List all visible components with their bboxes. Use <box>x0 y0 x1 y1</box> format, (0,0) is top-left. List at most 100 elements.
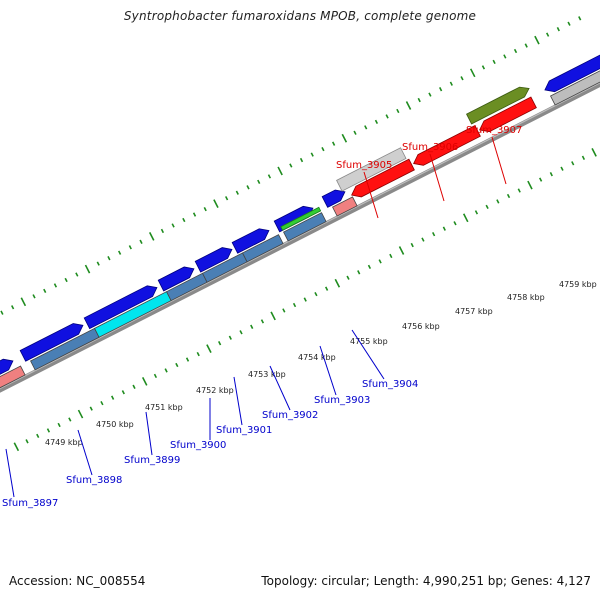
minor-tick <box>513 48 518 54</box>
minor-tick <box>353 130 357 135</box>
minor-tick <box>267 174 272 179</box>
minor-tick <box>111 395 115 400</box>
minor-tick <box>332 141 336 146</box>
label-leader-sfum_3899 <box>145 411 153 456</box>
minor-tick <box>0 310 4 315</box>
gene-label-sfum_3905: Sfum_3905 <box>336 160 392 171</box>
minor-tick <box>578 16 582 21</box>
minor-tick <box>260 319 265 324</box>
gene-label-sfum_3898: Sfum_3898 <box>66 475 122 486</box>
minor-tick <box>560 166 564 171</box>
map-title: Syntrophobacter fumaroxidans MPOB, compl… <box>123 9 477 23</box>
gene-sfum-3907-olive <box>466 86 530 125</box>
major-tick <box>213 199 219 209</box>
accession-text: Accession: NC_008554 <box>9 574 146 588</box>
minor-tick <box>196 351 200 357</box>
inner-tick-row <box>13 147 597 452</box>
major-tick <box>141 376 148 386</box>
minor-tick <box>43 288 47 294</box>
minor-tick <box>89 406 93 411</box>
minor-tick <box>485 204 489 210</box>
label-leader-sfum_3907 <box>491 136 507 185</box>
major-tick <box>527 180 533 190</box>
minor-tick <box>53 283 58 288</box>
label-leader-sfum_3905 <box>363 171 379 219</box>
minor-tick <box>153 373 158 379</box>
cog-next <box>550 70 600 106</box>
minor-tick <box>474 210 479 215</box>
gene-label-sfum_3904: Sfum_3904 <box>362 379 418 390</box>
major-tick <box>206 344 212 354</box>
minor-tick <box>282 308 286 313</box>
minor-tick <box>118 250 122 255</box>
cog-3897 <box>0 365 26 389</box>
minor-tick <box>453 221 457 226</box>
scale-label: 4751 kbp <box>145 403 183 412</box>
cog-3903 <box>283 212 327 242</box>
label-leader-sfum_3904 <box>351 329 385 380</box>
minor-tick <box>228 335 232 340</box>
minor-tick <box>46 428 51 433</box>
minor-tick <box>250 324 254 329</box>
minor-tick <box>107 256 111 261</box>
minor-tick <box>160 228 165 234</box>
minor-tick <box>192 212 197 217</box>
minor-tick <box>203 206 207 212</box>
label-leader-sfum_3903 <box>319 345 337 396</box>
scale-label: 4750 kbp <box>96 420 134 429</box>
gene-label-sfum_3901: Sfum_3901 <box>216 425 272 436</box>
minor-tick <box>121 390 125 395</box>
minor-tick <box>25 439 29 444</box>
outer-tick-row <box>0 16 582 315</box>
backbone-highlight <box>0 82 600 390</box>
gene-sfum-3904 <box>321 189 346 208</box>
minor-tick <box>506 193 511 199</box>
minor-tick <box>378 259 382 264</box>
minor-tick <box>460 76 464 81</box>
minor-tick <box>164 368 168 373</box>
gene-sfum-3905 <box>351 158 415 198</box>
gene-label-sfum_3899: Sfum_3899 <box>124 455 180 466</box>
minor-tick <box>68 417 72 422</box>
major-tick <box>398 246 405 255</box>
gene-label-sfum_3907: Sfum_3907 <box>466 125 522 136</box>
minor-tick <box>517 188 521 193</box>
scale-label: 4755 kbp <box>350 337 388 346</box>
minor-tick <box>128 245 132 250</box>
minor-tick <box>421 237 425 242</box>
gene-label-sfum_3900: Sfum_3900 <box>170 440 226 451</box>
gene-sfum-3902 <box>231 228 270 254</box>
scale-label: 4754 kbp <box>298 353 336 362</box>
minor-tick <box>299 157 304 163</box>
minor-tick <box>139 239 143 244</box>
minor-tick <box>289 163 293 168</box>
scale-label: 4756 kbp <box>402 322 440 331</box>
minor-tick <box>11 305 15 310</box>
label-leader-sfum_3898 <box>77 429 93 476</box>
minor-tick <box>96 261 100 266</box>
gene-tracks <box>0 16 600 452</box>
minor-tick <box>396 108 400 114</box>
scale-label: 4758 kbp <box>507 293 545 302</box>
topology-text: Topology: circular; Length: 4,990,251 bp… <box>261 574 591 588</box>
gene-sfum-3897 <box>0 358 14 375</box>
major-tick <box>405 101 412 110</box>
minor-tick <box>481 65 486 70</box>
minor-tick <box>246 185 250 190</box>
cog-3904 <box>332 196 358 217</box>
minor-tick <box>571 161 575 166</box>
gene-next-forward <box>544 54 600 93</box>
major-tick <box>469 68 476 78</box>
minor-tick <box>225 196 229 201</box>
minor-tick <box>357 270 361 275</box>
minor-tick <box>321 146 325 152</box>
scale-label: 4752 kbp <box>196 386 234 395</box>
major-tick <box>84 264 91 274</box>
minor-tick <box>303 297 307 302</box>
major-tick <box>591 147 597 157</box>
minor-tick <box>442 226 446 231</box>
minor-tick <box>432 232 436 237</box>
minor-tick <box>374 119 379 125</box>
minor-tick <box>325 286 329 291</box>
